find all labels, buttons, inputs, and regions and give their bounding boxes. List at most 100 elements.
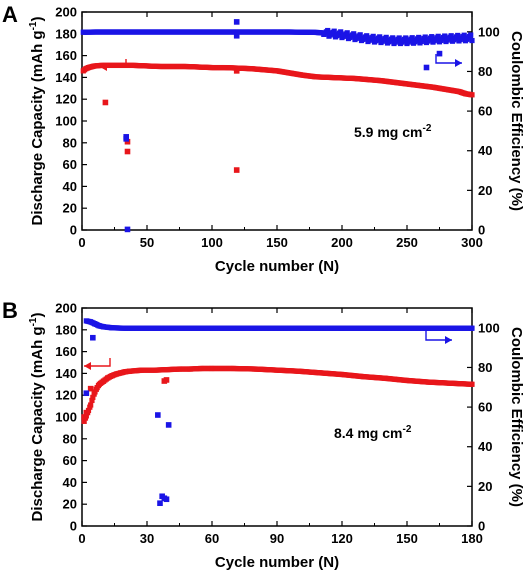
efficiency-point (403, 35, 409, 41)
capacity-point (469, 92, 475, 98)
capacity-outlier-point (81, 414, 87, 420)
efficiency-point (409, 35, 415, 41)
loading-annotation-sup: -2 (422, 123, 431, 134)
efficiency-point (396, 35, 402, 41)
capacity-point (90, 394, 96, 400)
loading-annotation: 8.4 mg cm-2 (334, 424, 412, 441)
efficiency-point (383, 34, 389, 40)
y-left-tick-label: 40 (63, 179, 77, 194)
y-right-tick-label: 80 (478, 360, 492, 375)
efficiency-point (390, 35, 396, 41)
efficiency-point (325, 27, 331, 34)
efficiency-axis-arrow (425, 331, 452, 341)
y-left-tick-label: 60 (63, 157, 77, 172)
x-tick-label: 300 (461, 235, 483, 250)
y-left-tick-label: 200 (55, 5, 77, 20)
efficiency-outlier-point (90, 334, 96, 341)
panel-a: A0 50 100 150 200 250 300020406080100120140160… (2, 2, 525, 275)
panel-letter: A (2, 2, 18, 27)
efficiency-point (442, 33, 448, 39)
efficiency-point (429, 34, 435, 40)
panel-b: B0 30 60 90 120 150 18002040608010012014016018… (2, 298, 525, 571)
efficiency-point (338, 29, 344, 35)
y-left-tick-label: 180 (55, 322, 77, 337)
x-tick-label: 50 (140, 235, 154, 250)
efficiency-outlier-point (165, 422, 172, 428)
y-right-tick-label: 60 (478, 104, 492, 119)
plot-frame (81, 307, 473, 527)
capacity-arrow-head (84, 362, 91, 370)
capacity-outlier-point (124, 138, 131, 145)
x-tick-label: 150 (396, 531, 418, 546)
y-right-tick-label: 0 (478, 519, 485, 534)
y-right-tick-label: 100 (478, 320, 500, 335)
capacity-outlier-point (102, 99, 109, 106)
loading-annotation-sup: -2 (402, 424, 411, 435)
efficiency-axis-arrow (435, 54, 462, 64)
y-left-tick-label: 140 (55, 366, 77, 381)
y-left-tick-label: 120 (55, 388, 77, 403)
capacity-arrow-head (100, 63, 107, 71)
x-axis-title: Cycle number (N) (215, 554, 339, 571)
capacity-outlier-point (233, 167, 240, 173)
capacity-outlier-point (124, 148, 131, 155)
capacity-point (88, 402, 94, 408)
y-left-axis-title-sup: -1 (28, 317, 39, 326)
efficiency-point (351, 31, 357, 37)
x-tick-label: 100 (201, 235, 223, 250)
y-right-tick-label: 40 (478, 143, 492, 158)
efficiency-point (416, 34, 422, 41)
y-left-tick-label: 20 (63, 497, 77, 512)
y-left-axis-title-sup: -1 (28, 21, 39, 30)
efficiency-outlier-point (233, 19, 240, 25)
capacity-outlier-point (83, 409, 90, 416)
y-right-tick-label: 80 (478, 64, 492, 79)
x-tick-label: 0 (78, 531, 85, 546)
x-tick-label: 150 (266, 235, 288, 250)
y-left-tick-label: 100 (55, 410, 77, 425)
x-axis-title: Cycle number (N) (215, 258, 339, 275)
y-right-axis-title: Coulombic Efficiency (%) (508, 31, 525, 211)
efficiency-point (422, 34, 428, 40)
efficiency-arrow-head (455, 59, 462, 67)
capacity-outlier-point (233, 68, 240, 74)
efficiency-point (377, 34, 383, 40)
y-left-axis-title-close: ) (29, 313, 46, 318)
x-tick-label: 60 (205, 531, 219, 546)
efficiency-outlier-point (124, 226, 131, 233)
efficiency-point (435, 33, 441, 39)
efficiency-point (469, 37, 475, 44)
y-left-tick-label: 100 (55, 114, 77, 129)
y-left-tick-label: 160 (55, 344, 77, 359)
efficiency-outlier-point (436, 50, 443, 57)
y-left-tick-label: 180 (55, 26, 77, 41)
capacity-point (92, 389, 98, 395)
efficiency-outlier-point (157, 500, 163, 507)
y-right-tick-label: 40 (478, 439, 492, 454)
y-left-tick-label: 60 (63, 453, 77, 468)
y-left-tick-label: 0 (70, 519, 77, 534)
efficiency-point (370, 33, 376, 39)
capacity-outlier-point (163, 377, 170, 383)
x-tick-label: 30 (140, 531, 154, 546)
y-right-axis-title: Coulombic Efficiency (%) (508, 327, 525, 507)
y-right-tick-label: 60 (478, 400, 492, 415)
capacity-point (89, 397, 95, 404)
y-left-axis-title: Discharge Capacity (mAh g-1) (28, 17, 46, 226)
y-left-tick-label: 120 (55, 92, 77, 107)
y-left-tick-label: 80 (63, 135, 77, 150)
efficiency-point (357, 32, 363, 38)
capacity-point (469, 381, 475, 387)
panel-letter: B (2, 298, 18, 323)
efficiency-point (331, 28, 337, 34)
efficiency-point (364, 33, 370, 39)
efficiency-outlier-point (233, 32, 240, 39)
y-left-axis-title: Discharge Capacity (mAh g-1) (28, 313, 46, 522)
efficiency-point (448, 33, 454, 39)
x-tick-label: 180 (461, 531, 483, 546)
y-left-tick-label: 160 (55, 48, 77, 63)
y-right-tick-label: 0 (478, 223, 485, 238)
efficiency-outlier-point (423, 64, 430, 71)
efficiency-point (455, 32, 461, 39)
